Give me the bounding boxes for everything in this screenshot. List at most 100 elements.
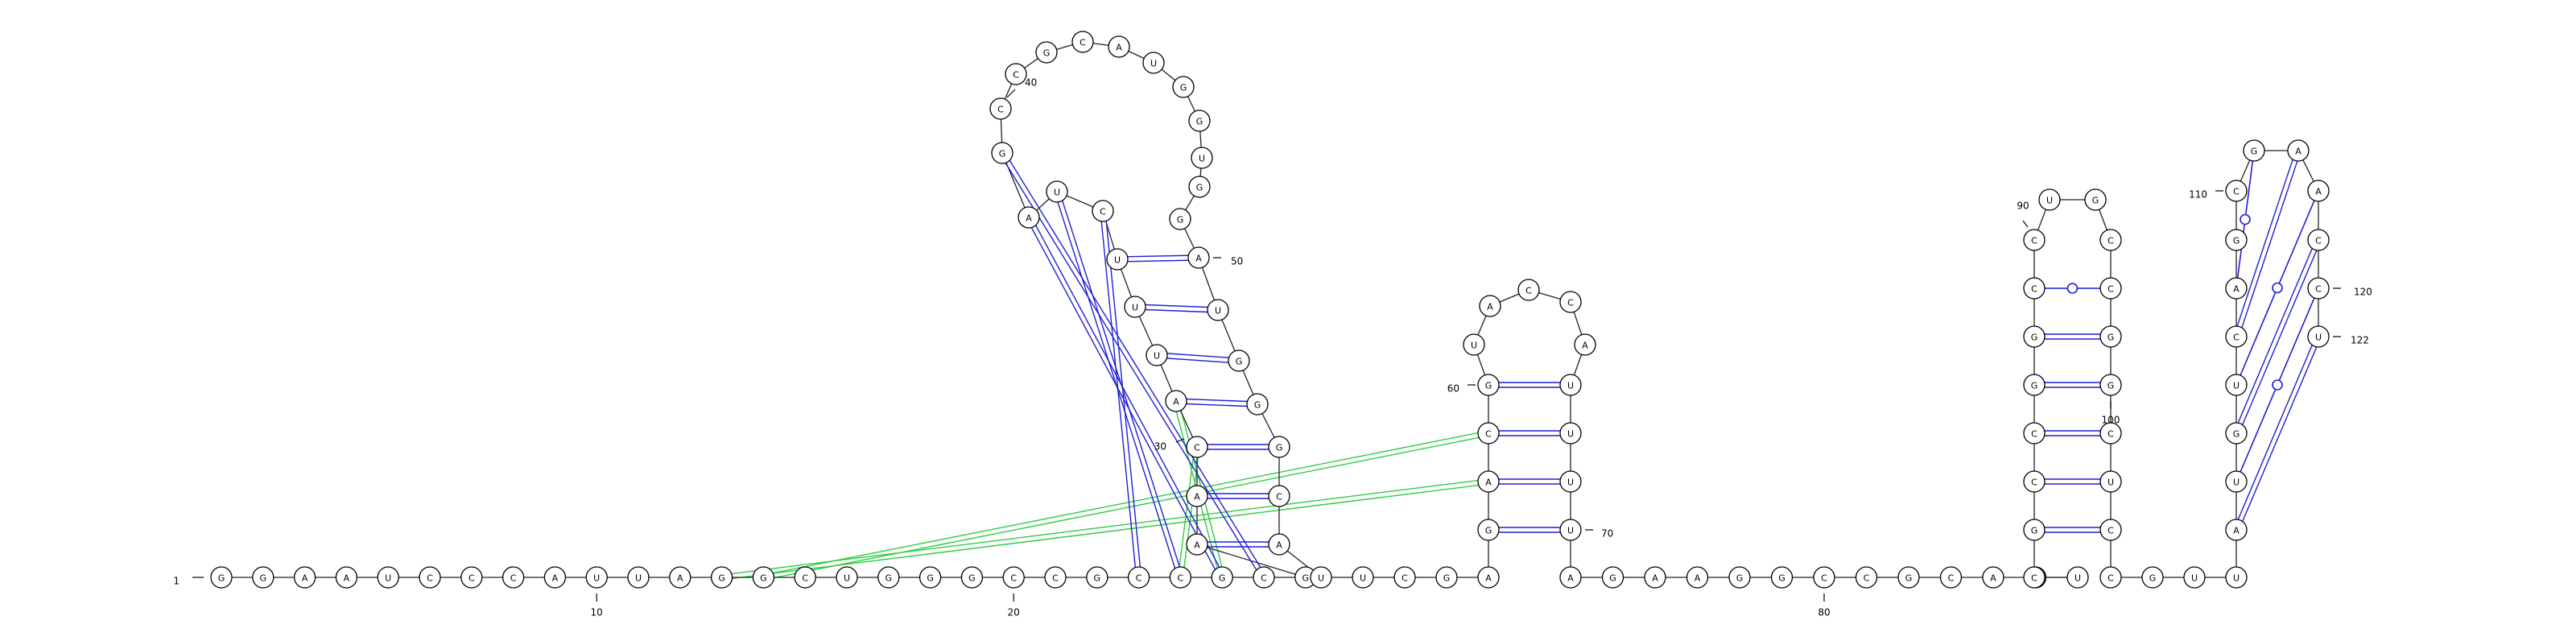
base-pair-canonical	[2238, 151, 2301, 338]
nucleotide-circle	[1211, 566, 1233, 589]
nucleotide-letter: C	[1864, 573, 1870, 584]
nucleotide-circle	[2243, 139, 2265, 162]
nucleotide-letter: A	[1194, 540, 1200, 551]
nucleotide-circle	[2023, 277, 2046, 300]
position-tick	[1175, 438, 1185, 443]
nucleotide-circle	[2038, 188, 2061, 211]
nucleotide-letter: U	[2074, 573, 2081, 584]
nucleotide-circle	[1186, 436, 1208, 458]
nucleotide-circle	[377, 566, 399, 589]
nucleotide-circle	[1559, 470, 1582, 493]
nucleotide-circle	[1477, 422, 1500, 445]
nucleotide-circle	[1770, 566, 1794, 589]
nucleotide: G	[2141, 566, 2164, 589]
nucleotide-circle	[2099, 566, 2122, 589]
nucleotide-circle	[794, 566, 816, 589]
tertiary-interaction	[721, 483, 1489, 581]
base-pair-canonical	[1175, 403, 1257, 407]
nucleotide: A	[1186, 533, 1208, 556]
nucleotide-letter: C	[1276, 492, 1282, 502]
nucleotide: G	[1435, 566, 1458, 589]
nucleotide-circle	[1268, 485, 1290, 507]
nucleotide-letter: C	[997, 105, 1004, 115]
nucleotide-circle	[1310, 566, 1332, 589]
position-label: 1	[173, 576, 180, 587]
nucleotide-circle	[2141, 566, 2164, 589]
nucleotide-letter: G	[2251, 147, 2258, 157]
nucleotide-circle	[2099, 277, 2122, 300]
nucleotide: G	[919, 566, 942, 589]
base-pair-long	[999, 154, 1263, 579]
nucleotide: G	[2225, 229, 2248, 251]
nucleotide: C	[1393, 566, 1416, 589]
nucleotide-letter: G	[1778, 573, 1785, 584]
nucleotide: G	[1228, 349, 1250, 372]
tertiary-interaction	[763, 435, 1489, 581]
nucleotide-circle	[1172, 76, 1195, 98]
nucleotide: C	[460, 566, 483, 589]
nucleotide: G	[752, 566, 775, 589]
nucleotide-circle	[2225, 180, 2248, 202]
base-pairs	[999, 149, 2322, 579]
nucleotide-circle	[1108, 35, 1130, 58]
nucleotide: C	[2023, 229, 2046, 251]
nucleotide-letter: G	[218, 573, 225, 584]
nucleotide-letter: U	[1150, 59, 1157, 69]
nucleotide-letter: A	[1173, 397, 1179, 407]
nucleotide-letter: C	[2315, 284, 2322, 295]
nucleotide-circle	[1352, 566, 1374, 589]
base-pair-canonical	[1134, 308, 1218, 313]
base-pair-canonical	[2238, 337, 2322, 531]
nucleotide: G	[2243, 139, 2265, 162]
nucleotide-letter: A	[552, 573, 559, 584]
nucleotide-circle	[1686, 566, 1709, 589]
nucleotide: C	[1939, 566, 1963, 589]
nucleotide-circle	[1106, 248, 1129, 271]
nucleotide-letter: U	[1154, 351, 1160, 362]
nucleotide-letter: C	[469, 573, 475, 584]
nucleotide: A	[2225, 277, 2248, 300]
nucleotide-circle	[2225, 566, 2248, 589]
nucleotide-circle	[1559, 519, 1582, 541]
nucleotide: U	[1352, 566, 1374, 589]
nucleotide-circle	[1246, 393, 1269, 416]
nucleotide-circle	[710, 566, 733, 589]
nucleotide-letter: C	[1948, 573, 1955, 584]
nucleotide: C	[1813, 566, 1835, 589]
nucleotide: C	[1005, 63, 1027, 85]
nucleotide-letter: C	[1402, 573, 1408, 584]
nucleotide: C	[2099, 566, 2122, 589]
nucleotide-letter: A	[344, 573, 350, 584]
nucleotide-circle	[2023, 229, 2046, 251]
nucleotide-circle	[1228, 349, 1250, 372]
position-label: 122	[2351, 335, 2369, 346]
nucleotide-letter: A	[1582, 341, 1588, 351]
nucleotide-circle	[1086, 566, 1108, 589]
nucleotide-circle	[1092, 200, 1114, 222]
nucleotide: A	[1479, 295, 1501, 317]
base-pair-canonical	[1157, 352, 1240, 359]
nucleotide: A	[1574, 333, 1596, 356]
nucleotide-letter: G	[1485, 526, 1492, 536]
nucleotide: C	[1127, 566, 1150, 589]
nucleotide-circle	[1559, 422, 1582, 445]
nucleotide-letter: A	[677, 573, 683, 584]
nucleotide-letter: C	[2233, 187, 2240, 197]
nucleotide: A	[1559, 566, 1582, 589]
nucleotide: A	[335, 566, 358, 589]
wobble-pair-marker	[2240, 213, 2251, 225]
nucleotide-letter: C	[2031, 429, 2037, 440]
nucleotide: G	[2099, 374, 2122, 396]
position-tick	[2022, 220, 2029, 228]
nucleotide-circle	[460, 566, 483, 589]
nucleotide-circle	[1035, 41, 1058, 64]
nucleotide: A	[543, 566, 567, 589]
nucleotide-circle	[2225, 325, 2248, 348]
tertiary-interaction	[762, 430, 1488, 576]
nucleotides: G G A A U C C C A U U A G G C U G G G C C G C C G C G A A C A U U U C U A G C C…	[210, 31, 2330, 589]
nucleotide-circle	[1813, 566, 1835, 589]
nucleotide: G	[2084, 188, 2107, 211]
nucleotide: U	[1142, 52, 1165, 74]
